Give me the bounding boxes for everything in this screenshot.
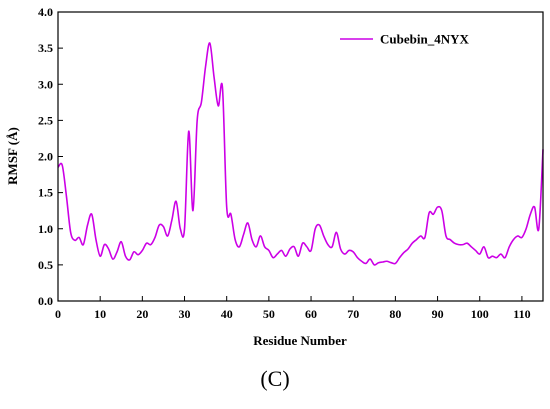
x-tick-label: 10 — [94, 307, 106, 321]
x-tick-label: 70 — [347, 307, 359, 321]
y-tick-label: 1.5 — [38, 186, 53, 200]
x-tick-label: 80 — [389, 307, 401, 321]
x-tick-label: 60 — [305, 307, 317, 321]
y-tick-label: 2.0 — [38, 150, 53, 164]
x-tick-label: 50 — [263, 307, 275, 321]
x-tick-label: 110 — [513, 307, 530, 321]
legend-label: Cubebin_4NYX — [380, 32, 469, 47]
y-axis-ticks: 0.0 0.5 1.0 1.5 2.0 2.5 3.0 3.5 4.0 — [38, 5, 63, 308]
series-line-cubebin-4nyx — [57, 42, 544, 266]
y-tick-label: 4.0 — [38, 5, 53, 19]
y-tick-label: 0.0 — [38, 294, 53, 308]
x-tick-label: 30 — [179, 307, 191, 321]
rmsf-chart: 0.0 0.5 1.0 1.5 2.0 2.5 3.0 3.5 4.0 0 10 20 30 40 50 6… — [5, 5, 544, 348]
x-tick-label: 0 — [55, 307, 61, 321]
legend: Cubebin_4NYX — [340, 32, 469, 47]
y-tick-label: 2.5 — [38, 113, 53, 127]
x-tick-label: 40 — [221, 307, 233, 321]
plot-frame — [57, 11, 544, 302]
y-axis-title: RMSF (Å) — [5, 127, 20, 185]
x-axis-title: Residue Number — [253, 333, 347, 348]
figure-caption: (C) — [260, 366, 290, 391]
y-tick-label: 0.5 — [38, 258, 53, 272]
x-tick-label: 100 — [471, 307, 489, 321]
x-axis-ticks: 0 10 20 30 40 50 60 70 80 90 100 110 — [55, 296, 531, 321]
x-tick-label: 90 — [432, 307, 444, 321]
x-tick-label: 20 — [136, 307, 148, 321]
y-tick-label: 1.0 — [38, 222, 53, 236]
y-tick-label: 3.5 — [38, 41, 53, 55]
y-tick-label: 3.0 — [38, 77, 53, 91]
